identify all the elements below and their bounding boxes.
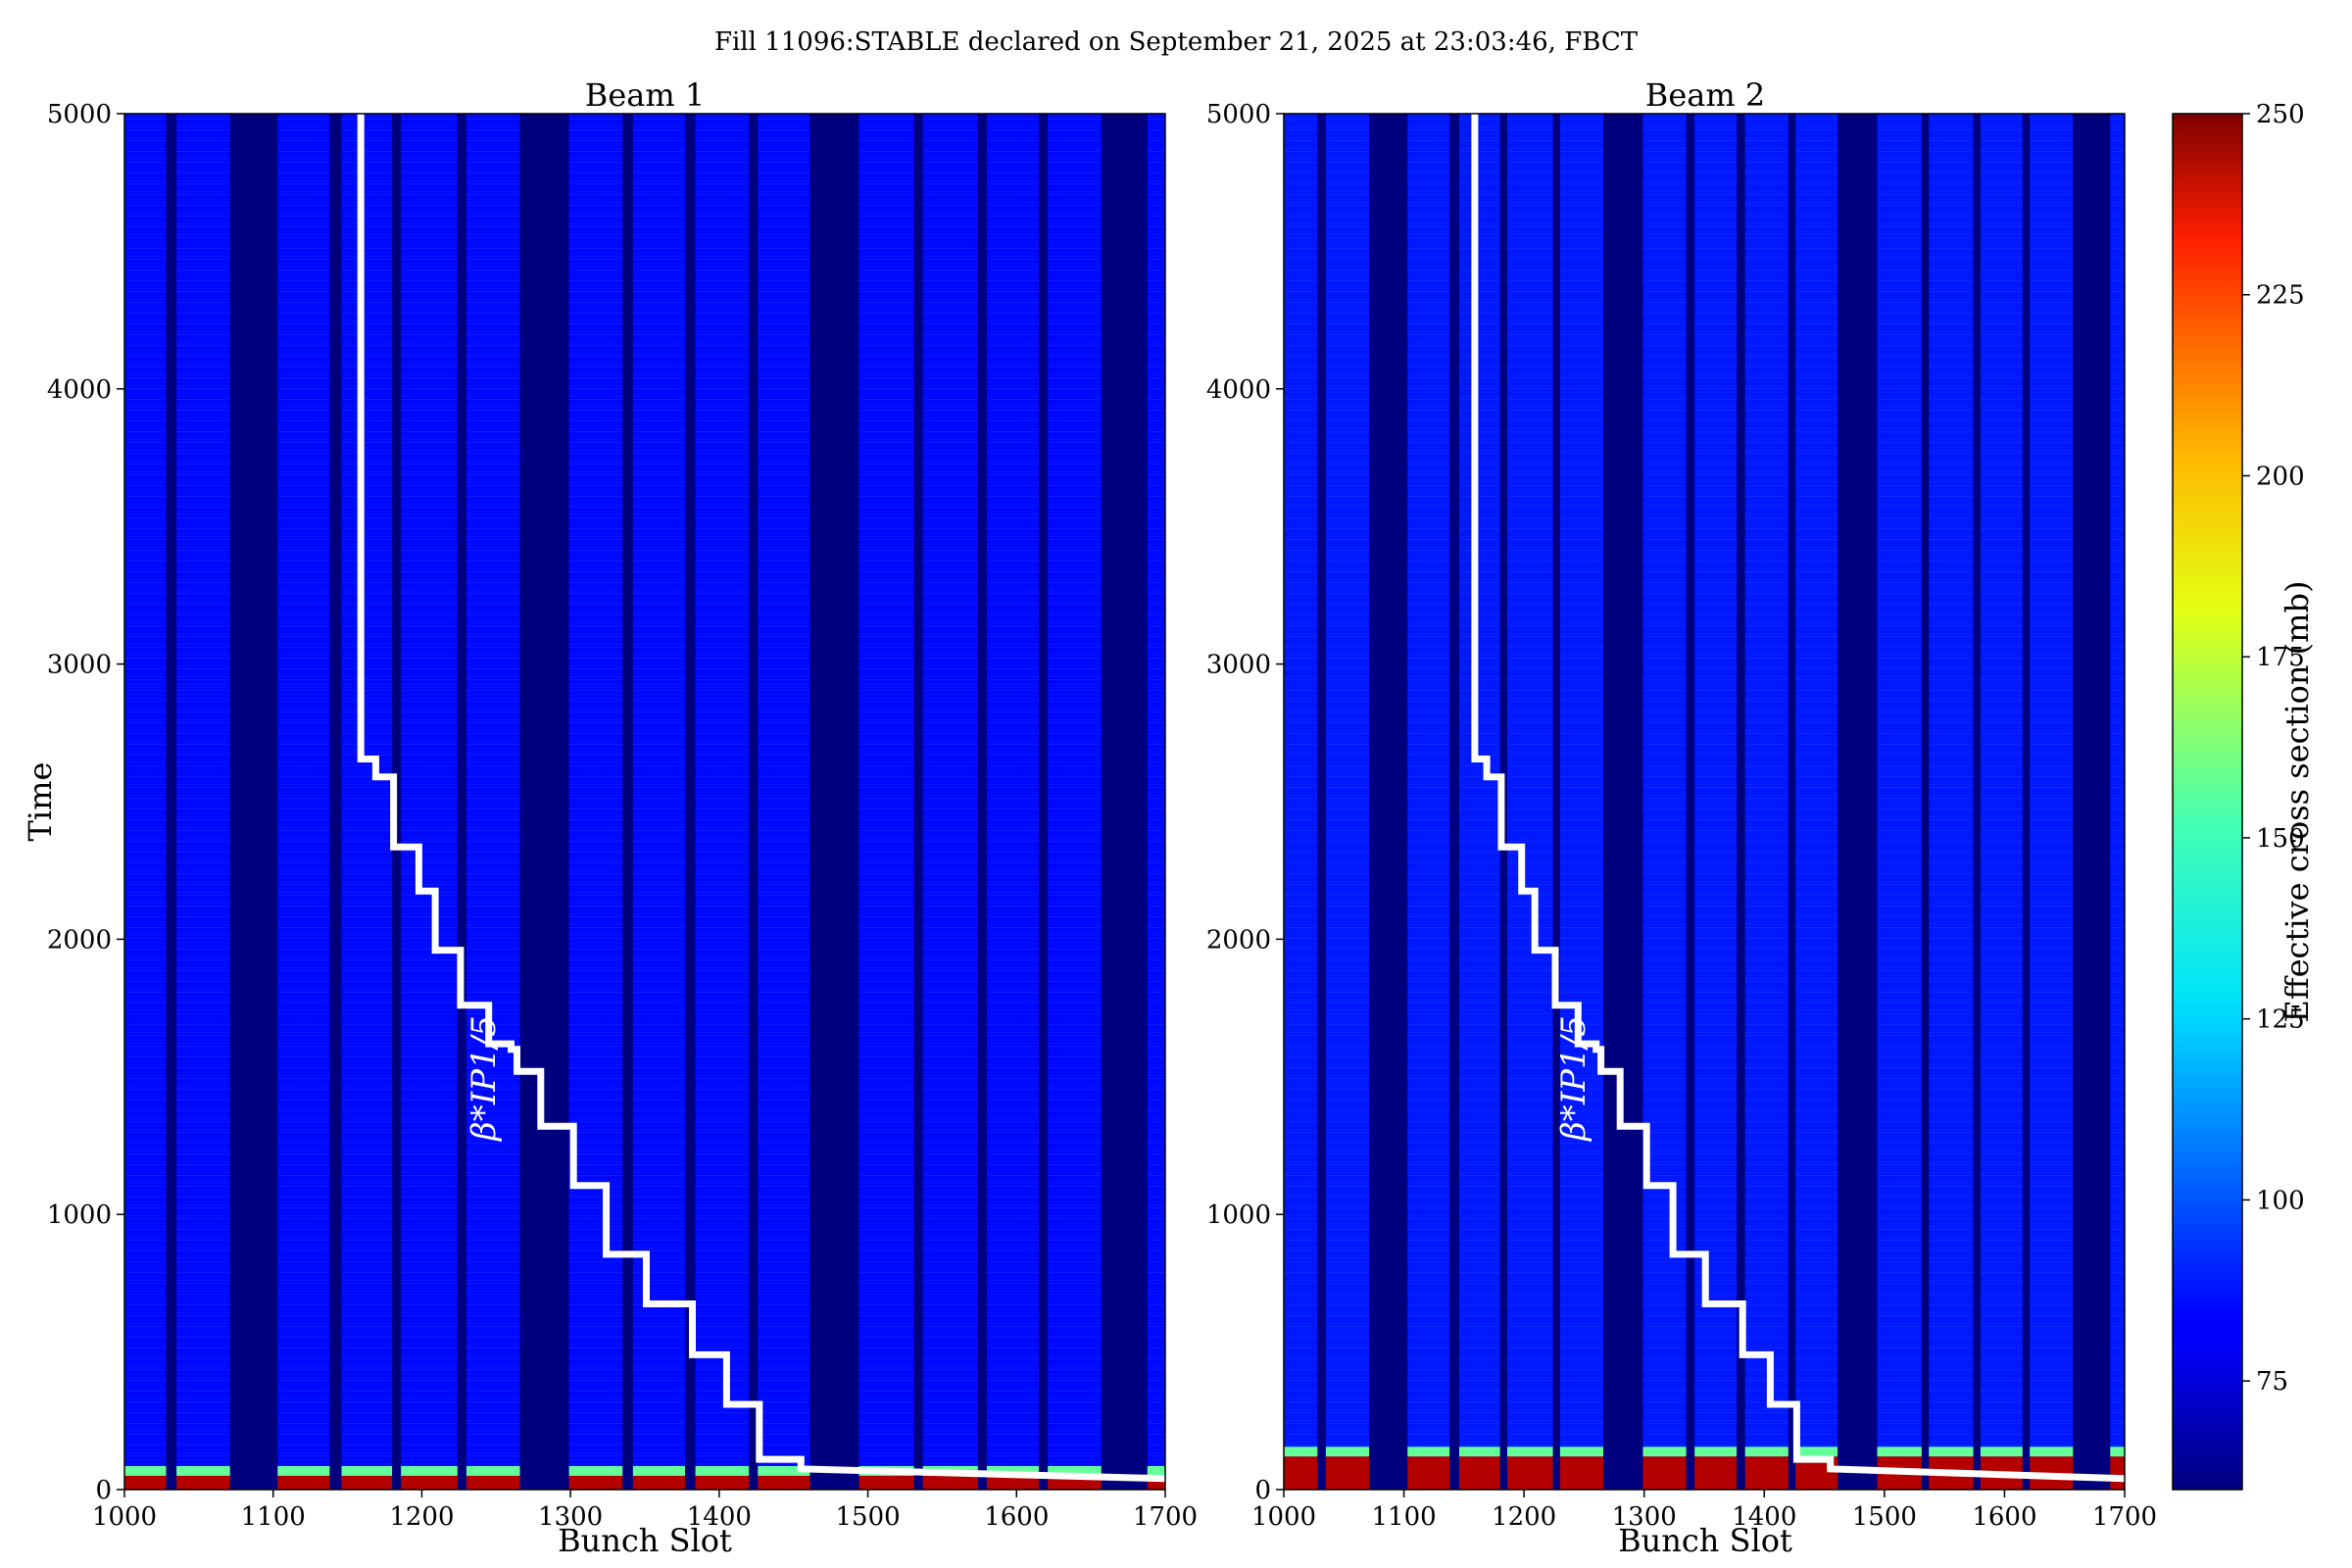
empty-slot-gap	[229, 114, 278, 1490]
x-tick-label: 1100	[1371, 1502, 1436, 1532]
empty-slot-gap	[1788, 114, 1796, 1490]
beam-1-panel: Beam 1 β*IP1/5 1000 1100 1200 1300 1400 1500 1…	[22, 76, 1198, 1559]
colorbar-tick-label: 150	[2256, 824, 2305, 854]
x-tick-label: 1600	[984, 1502, 1049, 1532]
colorbar-tick-label: 200	[2256, 462, 2305, 491]
beam-1-x-label: Bunch Slot	[558, 1522, 732, 1559]
x-tick-label: 1000	[92, 1502, 157, 1532]
colorbar-label: Effective cross section (mb)	[2278, 581, 2316, 1023]
beam-2-panel: Beam 2 β*IP1/5 1000 1100 1200 1300 1400 1500 1…	[1206, 76, 2157, 1559]
beam-1-x-ticks: 1000 1100 1200 1300 1400 1500 1600 1700	[92, 1490, 1198, 1532]
empty-slot-gap	[166, 114, 177, 1490]
x-tick-label: 1000	[1251, 1502, 1316, 1532]
beam-2-axes-frame	[1283, 113, 2126, 1491]
empty-slot-gap	[2022, 114, 2031, 1490]
empty-slot-gap	[977, 114, 987, 1490]
empty-slot-gap	[1039, 114, 1049, 1490]
y-tick-label: 1000	[1206, 1200, 1271, 1230]
empty-slot-gap	[1838, 114, 1878, 1490]
x-tick-label: 1500	[1852, 1502, 1917, 1532]
y-tick-label: 2000	[1206, 925, 1271, 955]
colorbar-gradient	[2172, 113, 2243, 1491]
beam-1-title: Beam 1	[585, 76, 705, 114]
beam-2-title: Beam 2	[1645, 76, 1765, 114]
empty-slot-gap	[1552, 114, 1560, 1490]
empty-slot-gap	[1737, 114, 1745, 1490]
beam-2-beta-star-curve	[1471, 114, 2126, 1483]
beam-1-y-ticks: 0 1000 2000 3000 4000 5000	[47, 100, 124, 1505]
colorbar-tick-label: 175	[2256, 643, 2305, 672]
y-tick-label: 2000	[47, 925, 112, 955]
empty-slot-gap	[457, 114, 466, 1490]
y-tick-label: 4000	[47, 375, 112, 405]
empty-slot-gap	[622, 114, 633, 1490]
colorbar: 75 100 125 150 175 200 225 250 Effective cross …	[2172, 100, 2316, 1491]
empty-slot-gap	[913, 114, 923, 1490]
empty-slot-gap	[1973, 114, 1981, 1490]
y-tick-label: 5000	[1206, 100, 1271, 129]
empty-slot-gap	[684, 114, 696, 1490]
transition-band	[124, 1465, 1165, 1476]
x-tick-label: 1400	[1732, 1502, 1796, 1532]
empty-slot-gap	[1603, 114, 1643, 1490]
beam-2-x-label: Bunch Slot	[1618, 1522, 1792, 1559]
empty-slot-gap	[329, 114, 342, 1490]
transition-band	[1284, 1446, 2125, 1457]
beam-1-heatmap	[124, 114, 1165, 1490]
x-tick-label: 1400	[687, 1502, 752, 1532]
x-tick-label: 1700	[2092, 1502, 2157, 1532]
x-tick-label: 1300	[538, 1502, 603, 1532]
empty-slot-gap	[1449, 114, 1459, 1490]
beam-1-beta-annotation: β*IP1/5	[465, 1015, 504, 1143]
colorbar-tick-label: 250	[2256, 100, 2305, 129]
x-tick-label: 1200	[1492, 1502, 1556, 1532]
colorbar-tick-label: 75	[2256, 1367, 2288, 1396]
beam-2-x-ticks: 1000 1100 1200 1300 1400 1500 1600 1700	[1251, 1490, 2157, 1532]
beam-1-beta-star-curve	[357, 114, 1166, 1483]
empty-slot-gap	[1317, 114, 1326, 1490]
x-tick-label: 1500	[835, 1502, 900, 1532]
empty-slot-gap	[1101, 114, 1148, 1490]
y-tick-label: 3000	[47, 651, 112, 680]
figure-suptitle: Fill 11096:STABLE declared on September …	[714, 27, 1639, 57]
x-tick-label: 1700	[1133, 1502, 1198, 1532]
beam-1-axes-frame	[123, 113, 1166, 1491]
colorbar-tick-label: 100	[2256, 1186, 2305, 1215]
x-tick-label: 1300	[1612, 1502, 1677, 1532]
empty-slot-gap	[749, 114, 759, 1490]
beam-1-y-label: Time	[22, 762, 59, 842]
x-tick-label: 1200	[389, 1502, 454, 1532]
empty-slot-gap	[1369, 114, 1408, 1490]
y-tick-label: 4000	[1206, 375, 1271, 405]
y-tick-label: 0	[1254, 1476, 1271, 1505]
colorbar-ticks: 75 100 125 150 175 200 225 250	[2242, 100, 2305, 1396]
empty-slot-gap	[1921, 114, 1930, 1490]
y-tick-label: 3000	[1206, 651, 1271, 680]
beta-star-line	[1471, 114, 2126, 1483]
x-tick-label: 1600	[1972, 1502, 2036, 1532]
y-tick-label: 1000	[47, 1200, 112, 1230]
colorbar-tick-label: 225	[2256, 281, 2305, 311]
empty-slot-gap	[1686, 114, 1695, 1490]
empty-slot-gap	[2073, 114, 2111, 1490]
empty-slot-gap	[519, 114, 569, 1490]
y-tick-label: 5000	[47, 100, 112, 129]
burnoff-band	[124, 1475, 1165, 1490]
y-tick-label: 0	[95, 1476, 112, 1505]
colorbar-tick-label: 125	[2256, 1005, 2305, 1035]
empty-slot-gap	[809, 114, 859, 1490]
beta-star-line	[357, 114, 1166, 1483]
beam-2-y-ticks: 0 1000 2000 3000 4000 5000	[1206, 100, 1284, 1505]
beam-2-beta-annotation: β*IP1/5	[1554, 1015, 1593, 1143]
x-tick-label: 1100	[241, 1502, 306, 1532]
